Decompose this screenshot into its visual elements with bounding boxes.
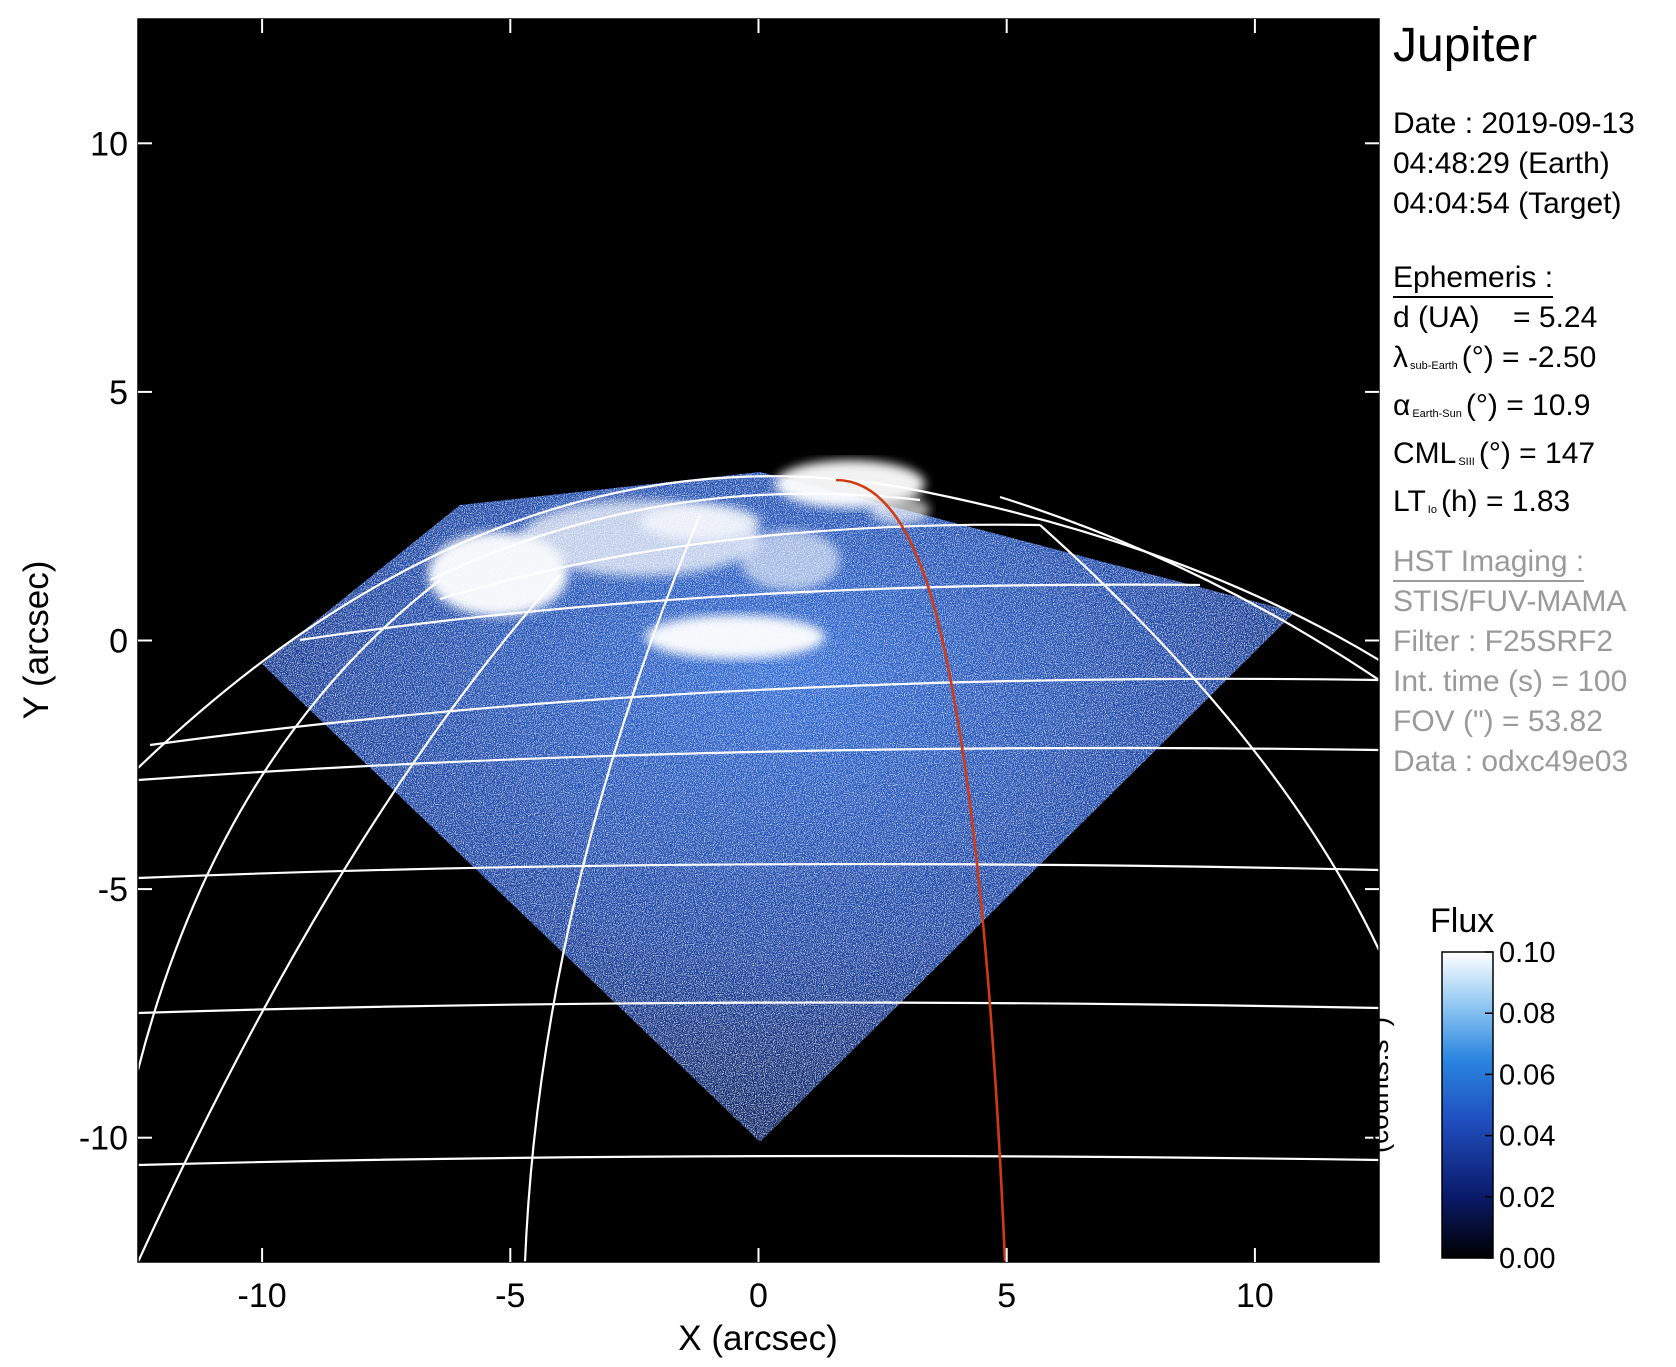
- x-tick-label: 5: [997, 1277, 1016, 1315]
- date-line: Date : 2019-09-13: [1393, 107, 1635, 140]
- instrument-line: STIS/FUV-MAMA: [1393, 585, 1627, 618]
- colorbar-tick-label: 0.10: [1499, 937, 1555, 969]
- cml-line: CML SIII (°) = 147: [1393, 437, 1596, 470]
- colorbar: [1441, 951, 1494, 1259]
- colorbar-tick-label: 0.02: [1499, 1182, 1555, 1214]
- x-tick-label: 0: [749, 1277, 768, 1315]
- colorbar-tick-label: 0.06: [1499, 1059, 1555, 1091]
- y-tick-label: -5: [98, 871, 128, 909]
- latitude-grid: [138, 492, 1379, 1167]
- hst-header: HST Imaging :: [1393, 545, 1585, 582]
- axis-ticks: -10 -5 0 5 10 -10 -5 0 5 10: [79, 19, 1379, 1315]
- auroral-oval: [428, 460, 930, 659]
- colorbar-ticks: 0.10 0.08 0.06 0.04 0.02 0.00: [1485, 937, 1555, 1275]
- colorbar-tick-label: 0.04: [1499, 1121, 1555, 1153]
- earth-time-line: 04:48:29 (Earth): [1393, 147, 1610, 180]
- ephemeris-header: Ephemeris :: [1393, 261, 1554, 298]
- int-time-line: Int. time (s) = 100: [1393, 665, 1628, 698]
- fov-line: FOV (") = 53.82: [1393, 705, 1603, 738]
- io-local-time-line: LT Io (h) = 1.83: [1393, 485, 1571, 518]
- y-tick-label: 5: [109, 374, 128, 412]
- colorbar-tick-label: 0.08: [1499, 998, 1555, 1030]
- ephemeris-block: Ephemeris : d (UA) = 5.24 λ sub-Earth (°) …: [1393, 258, 1597, 530]
- hst-block: HST Imaging : STIS/FUV-MAMA Filter : F25…: [1393, 542, 1628, 782]
- y-axis-label: Y (arcsec): [17, 561, 56, 720]
- y-tick-label: 10: [90, 125, 128, 163]
- filter-line: Filter : F25SRF2: [1393, 625, 1614, 658]
- target-title: Jupiter: [1393, 19, 1538, 72]
- sub-earth-latitude-line: λ sub-Earth (°) = -2.50: [1393, 341, 1597, 374]
- y-tick-label: 0: [109, 623, 128, 661]
- dataset-line: Data : odxc49e03: [1393, 745, 1629, 778]
- x-tick-label: -10: [238, 1277, 287, 1315]
- x-axis-label: X (arcsec): [678, 1319, 837, 1358]
- phase-angle-line: α Earth-Sun (°) = 10.9: [1393, 389, 1591, 422]
- observation-time: Date : 2019-09-13 04:48:29 (Earth) 04:04…: [1393, 104, 1635, 224]
- io-footprint-meridian: [835, 478, 1007, 1262]
- colorbar-unit: (counts.s-1): [1363, 1016, 1394, 1154]
- colorbar-title: Flux: [1430, 902, 1495, 940]
- detector-wedge: [262, 472, 1295, 1142]
- planet-limb: [138, 475, 1379, 769]
- x-tick-label: -5: [495, 1277, 525, 1315]
- y-tick-label: -10: [79, 1120, 128, 1158]
- x-tick-label: 10: [1236, 1277, 1274, 1315]
- longitude-grid: [138, 495, 1379, 1262]
- colorbar-tick-label: 0.00: [1499, 1243, 1555, 1275]
- target-time-line: 04:04:54 (Target): [1393, 187, 1622, 220]
- distance-line: d (UA) = 5.24: [1393, 301, 1598, 334]
